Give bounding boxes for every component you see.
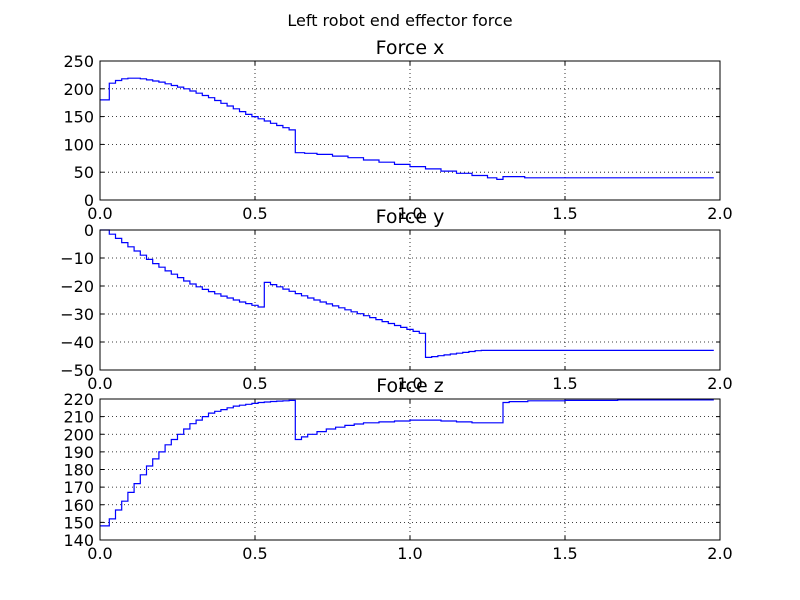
x-tick-label: 0.0 (87, 204, 112, 223)
x-tick-label: 1.5 (552, 544, 577, 563)
y-tick-label: 0 (84, 221, 94, 240)
series-line-1 (100, 77, 714, 180)
y-tick-label: −50 (60, 361, 94, 380)
x-tick-label: 2.0 (707, 544, 732, 563)
axes-frame (99, 229, 721, 371)
x-tick-label: 0.0 (87, 374, 112, 393)
axes-frame (99, 60, 721, 201)
y-tick-label: −30 (60, 305, 94, 324)
series-line-1 (100, 229, 714, 358)
y-tick-label: 250 (63, 52, 94, 71)
y-tick-label: −10 (60, 249, 94, 268)
x-tick-label: 0.0 (87, 544, 112, 563)
y-tick-label: 220 (63, 390, 94, 409)
subplot-1: 0.0 0.5 1.0 1.5 2.0 0 50 100 150 200 250 Force x (63, 37, 732, 223)
subplot-title: Force y (376, 206, 445, 228)
subplot-title: Force z (376, 375, 443, 397)
x-tick-label: 1.0 (397, 204, 422, 223)
y-tick-label: 150 (63, 513, 94, 532)
y-tick-label: 0 (84, 191, 94, 210)
x-tick-label: 0.5 (242, 374, 267, 393)
x-tick-label: 0.5 (242, 204, 267, 223)
series-line-1 (100, 399, 714, 527)
y-tick-label: −40 (60, 333, 94, 352)
x-tick-label: 2.0 (707, 374, 732, 393)
y-tick-label: 100 (63, 135, 94, 154)
y-tick-label: 150 (63, 108, 94, 127)
y-tick-label: −20 (60, 277, 94, 296)
figure-suptitle: Left robot end effector force (287, 11, 512, 30)
subplot-title: Force x (376, 37, 445, 59)
y-tick-label: 180 (63, 461, 94, 480)
y-tick-label: 200 (63, 425, 94, 444)
axes-frame (99, 398, 721, 541)
x-tick-label: 1.5 (552, 374, 577, 393)
y-tick-label: 140 (63, 531, 94, 550)
x-tick-label: 1.0 (397, 544, 422, 563)
y-tick-label: 170 (63, 478, 94, 497)
y-tick-label: 190 (63, 443, 94, 462)
x-tick-label: 2.0 (707, 204, 732, 223)
x-tick-label: 0.5 (242, 544, 267, 563)
subplot-2: 0.0 0.5 1.0 1.5 2.0 −50 −40 −30 −20 −10 0 Force y (60, 206, 732, 393)
subplot-3: 0.0 0.5 1.0 1.5 2.01401501601701801902002102… (63, 375, 732, 563)
y-tick-label: 200 (63, 80, 94, 99)
y-tick-label: 210 (63, 408, 94, 427)
y-tick-label: 160 (63, 496, 94, 515)
y-tick-label: 50 (74, 163, 94, 182)
x-tick-label: 1.5 (552, 204, 577, 223)
x-tick-label: 1.0 (397, 374, 422, 393)
